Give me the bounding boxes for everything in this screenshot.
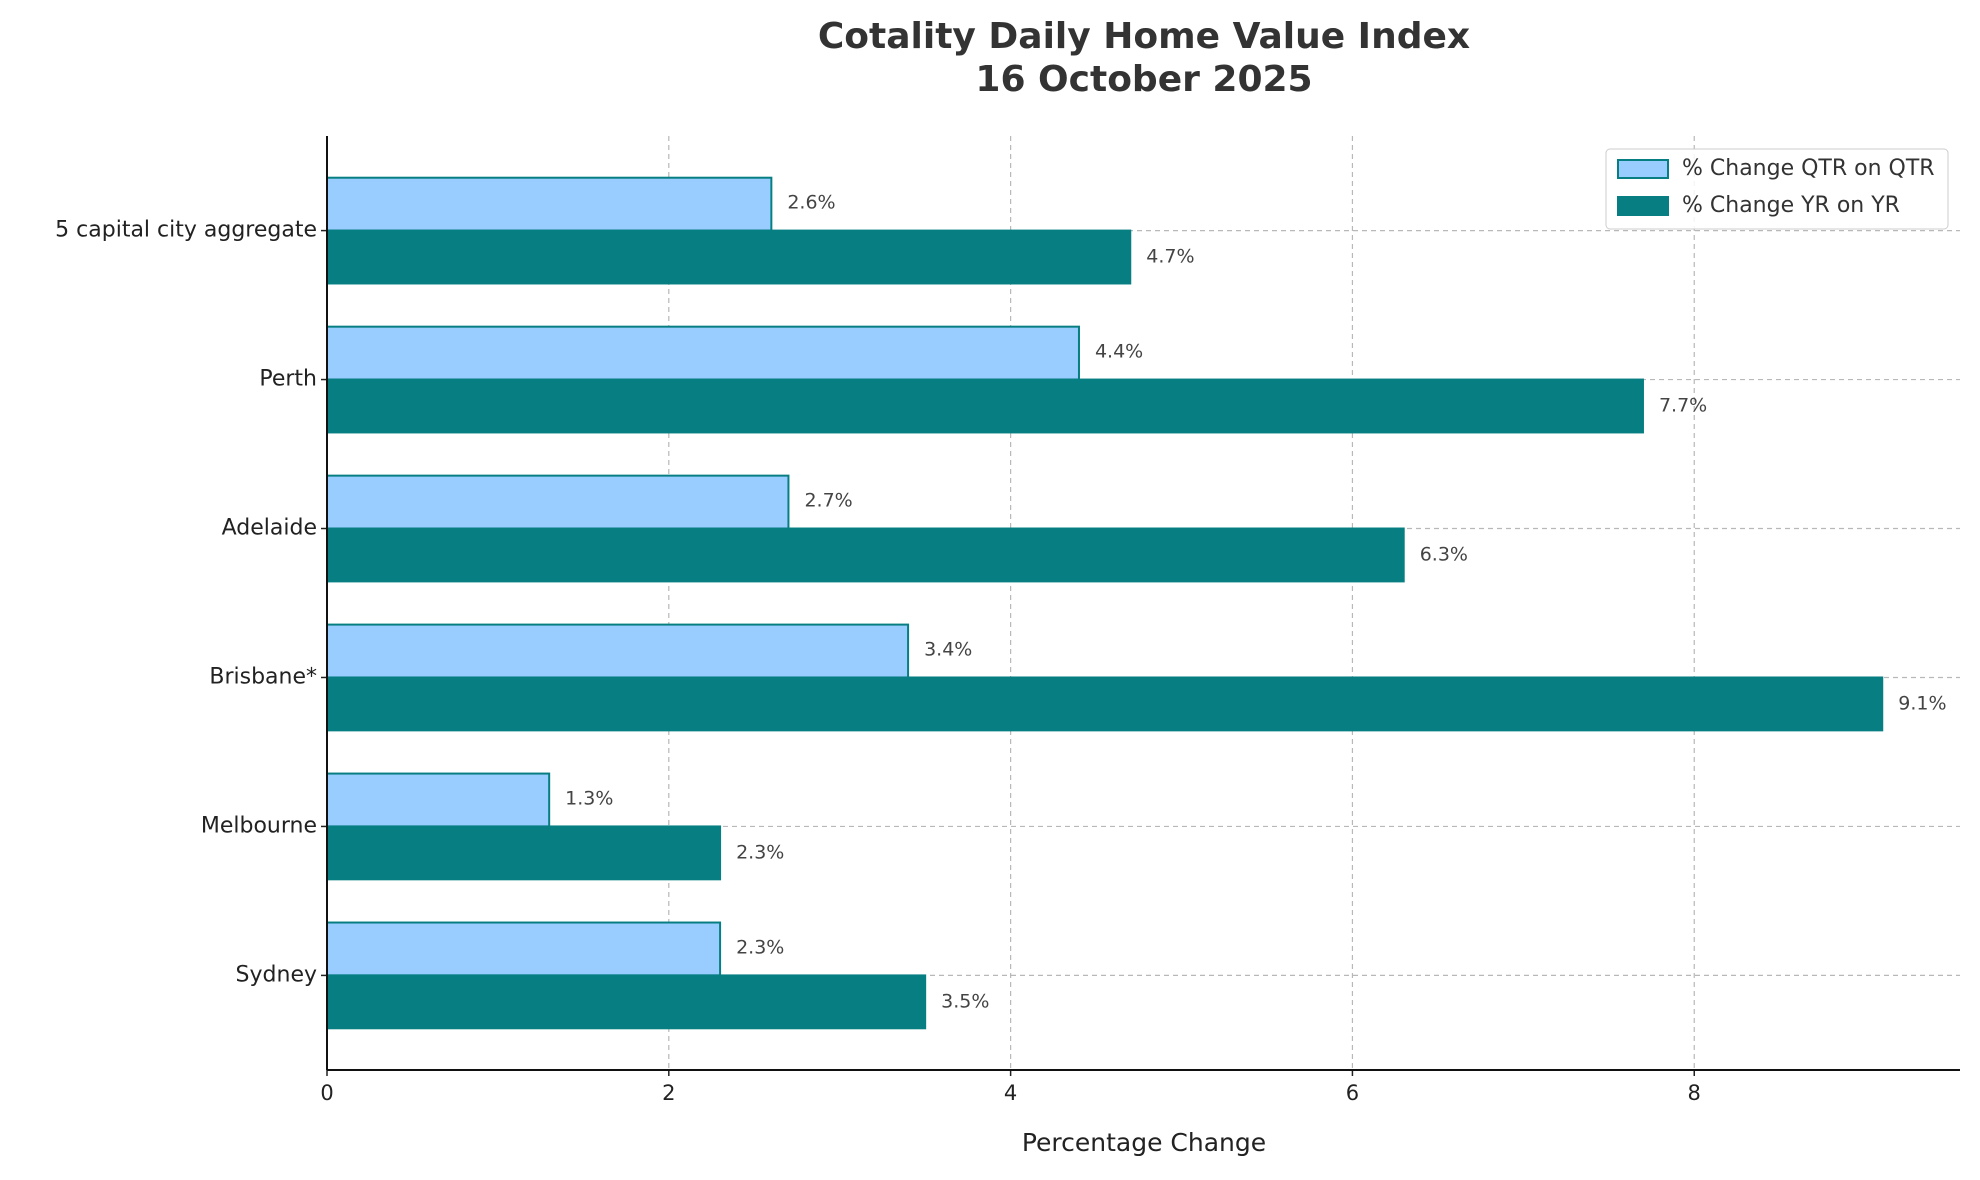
legend-label: % Change QTR on QTR: [1682, 156, 1935, 181]
value-label: 2.3%: [736, 841, 784, 863]
x-tick-label: 4: [1004, 1081, 1017, 1105]
legend-swatch: [1617, 159, 1669, 179]
value-label: 2.7%: [804, 490, 852, 512]
bar: [326, 325, 1080, 381]
value-label: 3.5%: [941, 990, 989, 1012]
value-label: 3.4%: [924, 639, 972, 661]
bar: [326, 176, 773, 232]
bar: [326, 474, 790, 530]
bar: [326, 527, 1405, 583]
value-label: 6.3%: [1420, 543, 1468, 565]
x-axis-label: Percentage Change: [1022, 1128, 1266, 1157]
y-tick-label: Sydney: [236, 962, 317, 987]
value-label: 2.6%: [787, 192, 835, 214]
chart-title: Cotality Daily Home Value Index: [818, 16, 1470, 57]
bar: [326, 229, 1132, 285]
bar: [326, 921, 722, 977]
chart-subtitle: 16 October 2025: [975, 59, 1312, 100]
x-tick-label: 6: [1346, 1081, 1359, 1105]
legend-box: [1605, 148, 1949, 230]
value-label: 4.4%: [1095, 341, 1143, 363]
value-label: 4.7%: [1146, 246, 1194, 268]
y-tick-label: 5 capital city aggregate: [55, 218, 317, 243]
bar: [326, 825, 722, 881]
value-label: 2.3%: [736, 936, 784, 958]
legend-swatch: [1617, 196, 1669, 216]
y-tick-label: Melbourne: [201, 813, 317, 838]
y-tick-label: Adelaide: [222, 516, 317, 541]
x-tick-label: 2: [662, 1081, 675, 1105]
bar: [326, 378, 1644, 434]
value-label: 1.3%: [565, 788, 613, 810]
x-tick-label: 0: [320, 1081, 333, 1105]
legend-label: % Change YR on YR: [1682, 193, 1900, 218]
bar: [326, 974, 927, 1030]
value-label: 7.7%: [1659, 394, 1707, 416]
y-tick-label: Perth: [259, 367, 317, 392]
y-tick-label: Brisbane*: [209, 664, 317, 689]
bar: [326, 772, 551, 828]
x-tick-label: 8: [1688, 1081, 1701, 1105]
value-label: 9.1%: [1898, 692, 1946, 714]
bar: [326, 623, 910, 679]
bar: [326, 676, 1884, 732]
